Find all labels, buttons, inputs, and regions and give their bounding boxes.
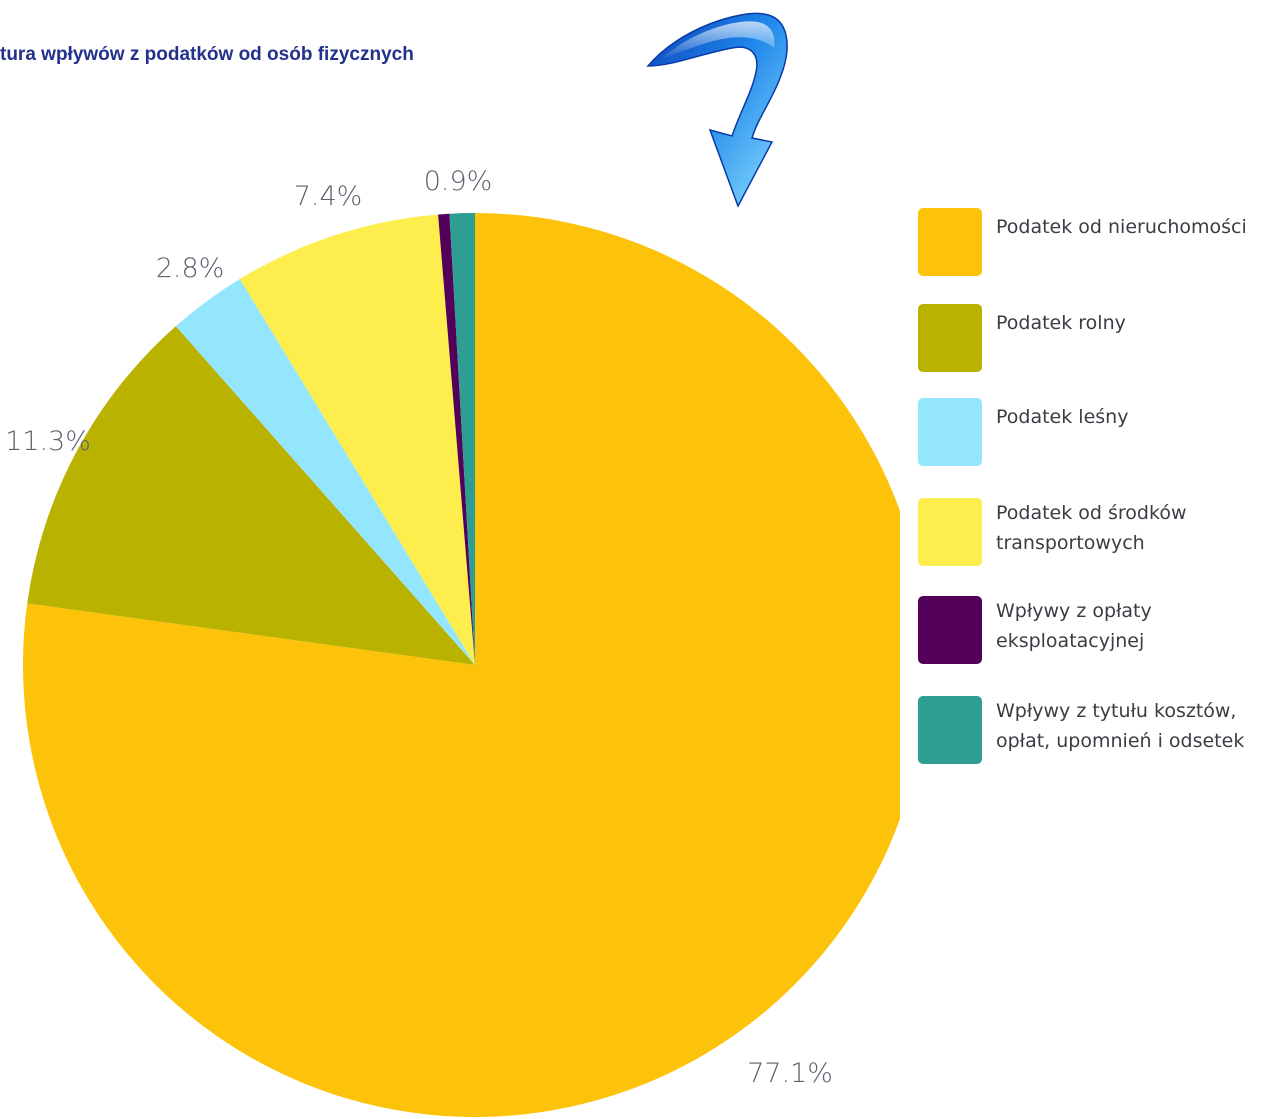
legend-label: Wpływy z opłaty eksploatacyjnej xyxy=(996,600,1152,652)
legend-item: Podatek rolny xyxy=(918,304,1278,374)
pie-slices xyxy=(23,213,900,1117)
pie-data-labels: 77.1% 11.3% 2.8% 7.4% 0.9% xyxy=(5,166,833,1089)
legend-label: Wpływy z tytułu kosztów, opłat, upomnień… xyxy=(996,700,1245,752)
pie-data-label: 2.8% xyxy=(156,253,225,284)
legend-swatch xyxy=(918,596,982,664)
pie-data-label: 77.1% xyxy=(747,1058,833,1089)
pie-slice xyxy=(438,213,475,666)
legend-swatch xyxy=(918,208,982,276)
pie-data-label: 11.3% xyxy=(5,426,91,457)
pie-slice xyxy=(27,326,475,665)
pie-slice xyxy=(449,213,475,665)
pie-data-label: 7.4% xyxy=(294,181,363,212)
pie-slice xyxy=(175,278,475,665)
legend-swatch xyxy=(918,304,982,372)
legend-item: Podatek leśny xyxy=(918,398,1278,468)
legend-swatch xyxy=(918,696,982,764)
legend-swatch xyxy=(918,498,982,566)
legend-label: Podatek od środków transportowych xyxy=(996,502,1187,554)
pie-chart: 77.1% 11.3% 2.8% 7.4% 0.9% xyxy=(5,166,900,1117)
pie-slice xyxy=(239,214,475,665)
pie-data-label: 0.9% xyxy=(424,166,493,197)
legend-label: Podatek leśny xyxy=(996,406,1129,428)
legend-item: Wpływy z tytułu kosztów, opłat, upomnień… xyxy=(918,696,1278,766)
page-title: tura wpływów z podatków od osób fizyczny… xyxy=(0,44,414,65)
legend-label: Podatek od nieruchomości xyxy=(996,216,1247,238)
legend-item: Podatek od środków transportowych xyxy=(918,498,1278,568)
legend-label: Podatek rolny xyxy=(996,312,1126,334)
pie-slice xyxy=(23,213,900,1117)
legend-swatch xyxy=(918,398,982,466)
curved-arrow-icon xyxy=(646,12,788,208)
legend-item: Wpływy z opłaty eksploatacyjnej xyxy=(918,596,1278,666)
legend-item: Podatek od nieruchomości xyxy=(918,208,1278,278)
